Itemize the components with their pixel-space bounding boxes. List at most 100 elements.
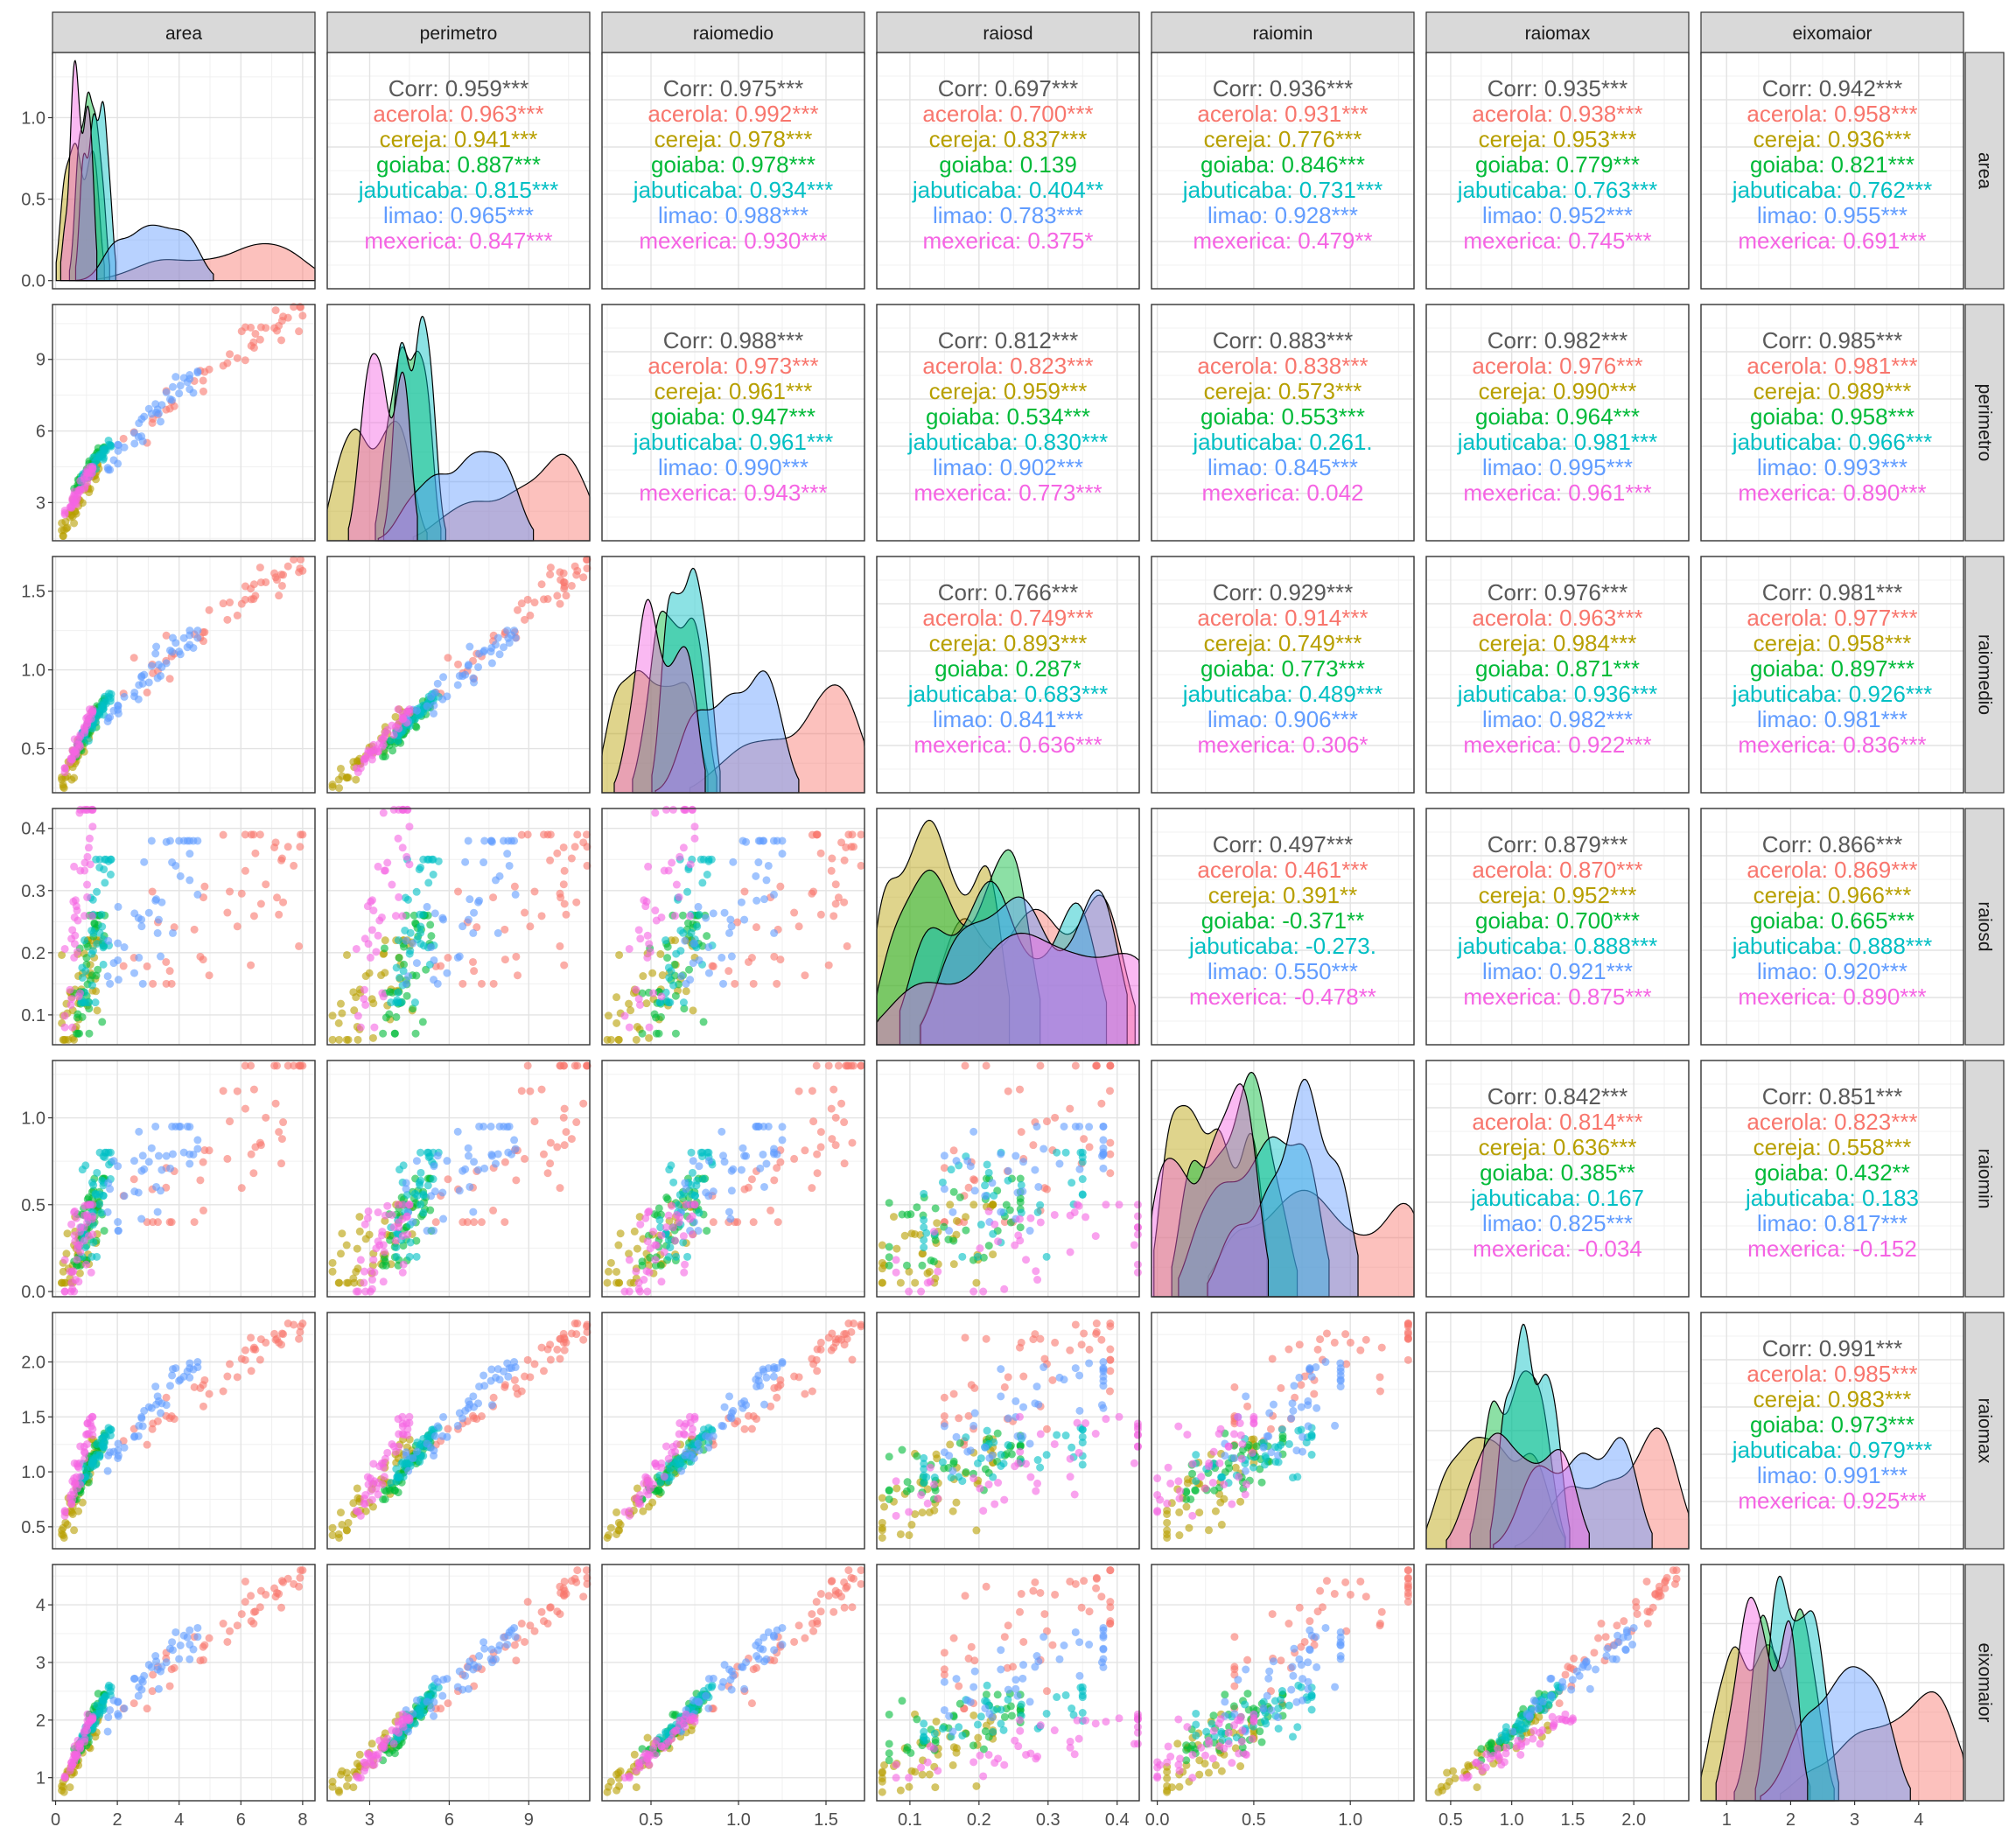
point-limao: [997, 1646, 1005, 1655]
point-acerola: [1042, 1424, 1051, 1433]
point-acerola: [546, 856, 555, 864]
point-mexerica: [905, 1508, 914, 1516]
corr-label-mexerica: mexerica: 0.925***: [1738, 1488, 1926, 1514]
point-mexerica: [1153, 1491, 1162, 1500]
point-goiaba: [98, 1018, 107, 1026]
point-acerola: [831, 1141, 840, 1150]
corr-label-limao: limao: 0.982***: [1482, 706, 1633, 732]
point-acerola: [200, 1146, 209, 1155]
point-cereja: [952, 1216, 961, 1225]
point-jabuticaba: [1284, 1439, 1293, 1448]
point-cereja: [648, 1498, 657, 1507]
x-tick-label: 1.5: [814, 1810, 838, 1830]
corr-label-mexerica: mexerica: 0.930***: [639, 228, 827, 254]
point-goiaba: [1016, 1223, 1025, 1232]
point-limao: [162, 1152, 171, 1160]
point-cereja: [604, 1012, 612, 1020]
corr-label-goiaba: goiaba: 0.385**: [1480, 1159, 1635, 1186]
point-limao: [134, 432, 143, 441]
point-acerola: [579, 1592, 588, 1601]
point-cereja: [946, 1200, 955, 1209]
corr-label-cereja: cereja: 0.776***: [1204, 126, 1362, 152]
point-acerola: [827, 1104, 836, 1113]
corr-label-limao: limao: 0.550***: [1208, 958, 1358, 984]
point-mexerica: [71, 496, 80, 505]
point-acerola: [472, 923, 481, 932]
corr-label-mexerica: mexerica: 0.636***: [914, 732, 1102, 758]
point-mexerica: [680, 1268, 689, 1277]
point-limao: [1099, 1122, 1108, 1130]
point-cereja: [905, 1531, 914, 1540]
point-mexerica: [1032, 1267, 1040, 1276]
point-limao: [130, 1157, 138, 1166]
row-strip-label: raiomedio: [1975, 634, 1995, 715]
point-acerola: [809, 1627, 818, 1635]
point-goiaba: [885, 1749, 893, 1758]
point-acerola: [1106, 1150, 1115, 1158]
point-acerola: [560, 578, 569, 587]
point-mexerica: [76, 866, 85, 875]
point-acerola: [857, 861, 865, 870]
point-mexerica: [374, 1208, 382, 1217]
point-limao: [144, 908, 153, 917]
point-cereja: [1216, 1498, 1225, 1507]
point-mexerica: [690, 822, 699, 831]
point-acerola: [296, 1327, 304, 1336]
panel-raiomax-perimetro: [326, 1312, 592, 1550]
point-acerola: [1341, 1330, 1350, 1339]
point-mexerica: [383, 1734, 392, 1743]
corr-label-acerola: acerola: 0.838***: [1197, 353, 1368, 379]
point-limao: [404, 1466, 413, 1475]
panel-raiomax-raiosd: [876, 1312, 1142, 1550]
point-limao: [704, 943, 713, 952]
point-acerola: [119, 962, 128, 970]
point-mexerica: [1166, 1479, 1175, 1488]
point-mexerica: [1174, 1477, 1183, 1486]
y-tick-label: 6: [36, 423, 46, 442]
point-mexerica: [640, 896, 648, 905]
x-tick-label: 0: [51, 1810, 60, 1830]
point-jabuticaba: [1078, 1190, 1087, 1199]
point-limao: [151, 1652, 160, 1661]
point-limao: [193, 836, 202, 845]
point-mexerica: [681, 1260, 690, 1269]
point-limao: [773, 1150, 781, 1158]
point-acerola: [489, 979, 498, 988]
point-acerola: [844, 1320, 853, 1328]
point-cereja: [889, 1213, 898, 1222]
point-acerola: [770, 1383, 779, 1392]
point-jabuticaba: [672, 949, 681, 958]
point-acerola: [277, 336, 286, 345]
point-limao: [720, 908, 729, 917]
point-limao: [168, 1150, 177, 1158]
point-limao: [1259, 1443, 1268, 1452]
point-limao: [433, 1422, 442, 1431]
point-limao: [402, 1179, 410, 1187]
point-acerola: [842, 1584, 850, 1592]
point-limao: [140, 1671, 149, 1680]
column-strip-label: raiomedio: [693, 24, 774, 44]
panel-raiomedio-eixomaior: Corr: 0.981***acerola: 0.977***cereja: 0…: [1700, 556, 1964, 794]
point-cereja: [933, 1219, 942, 1228]
point-jabuticaba: [1004, 1176, 1012, 1185]
point-mexerica: [60, 944, 69, 953]
point-acerola: [537, 580, 546, 589]
point-limao: [729, 858, 738, 866]
corr-label-cereja: cereja: 0.959***: [929, 378, 1088, 404]
point-jabuticaba: [983, 1426, 991, 1435]
point-limao: [754, 1655, 763, 1663]
corr-label-mexerica: mexerica: 0.375*: [922, 228, 1093, 254]
point-acerola: [470, 967, 479, 976]
point-limao: [1099, 1358, 1108, 1367]
point-acerola: [955, 1682, 963, 1690]
point-limao: [461, 1165, 470, 1173]
point-goiaba: [390, 1029, 399, 1038]
point-goiaba: [993, 1429, 1002, 1438]
point-limao: [970, 1421, 978, 1430]
point-limao: [762, 1373, 771, 1382]
x-tick-label: 4: [174, 1810, 184, 1830]
point-acerola: [830, 1085, 838, 1094]
corr-label-total: Corr: 0.929***: [1213, 579, 1353, 606]
point-limao: [193, 1144, 202, 1153]
point-cereja: [606, 1523, 615, 1532]
